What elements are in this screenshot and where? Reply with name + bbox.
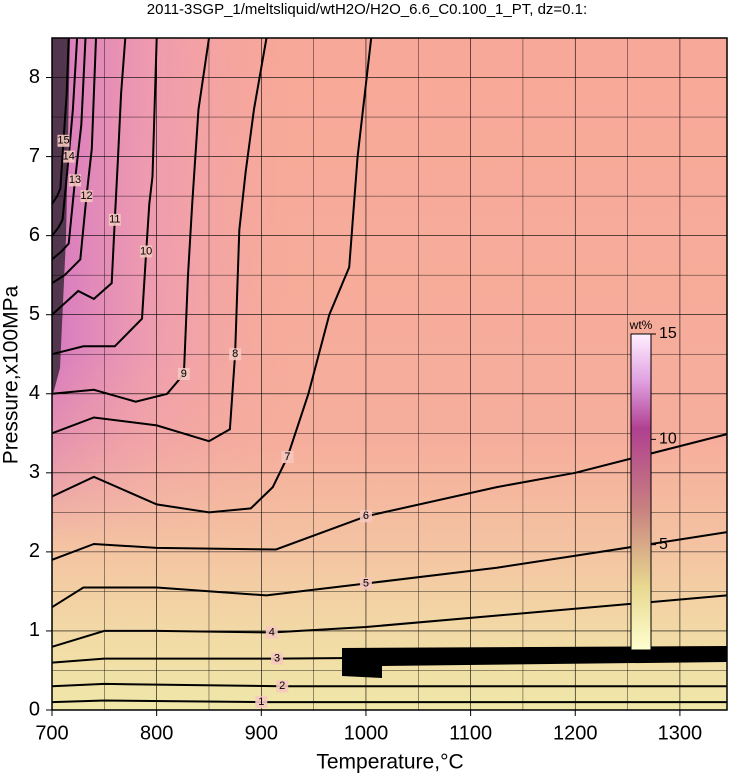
contour-line xyxy=(51,37,87,261)
x-tick-label: 1200 xyxy=(553,722,598,744)
y-tick-label: 3 xyxy=(29,461,40,483)
y-tick-label: 7 xyxy=(29,145,40,167)
contour-label-bg xyxy=(80,190,93,203)
dense-region xyxy=(342,646,727,678)
contour-line xyxy=(51,37,158,356)
contour-label: 10 xyxy=(140,245,152,257)
dense-region xyxy=(52,38,70,398)
colorbar-tick-label: 10 xyxy=(659,431,677,448)
contour-label-bg xyxy=(140,245,153,258)
y-tick-label: 0 xyxy=(29,698,40,720)
contour-line xyxy=(51,37,373,514)
contour-label-bg xyxy=(255,696,268,709)
contour-label: 4 xyxy=(269,626,275,638)
y-tick-label: 8 xyxy=(29,66,40,88)
contour-label-bg xyxy=(359,510,372,523)
contour-line xyxy=(51,37,97,284)
contour-line xyxy=(51,531,728,609)
x-axis-label: Temperature,°C xyxy=(316,751,463,774)
contour-line xyxy=(51,433,728,561)
contour-label-bg xyxy=(177,368,190,380)
contour-label: 13 xyxy=(69,174,81,186)
x-tick-label: 1000 xyxy=(344,722,389,744)
field-fill-left xyxy=(52,38,727,710)
contour-label-bg xyxy=(69,174,82,187)
colorbar-tick-label: 5 xyxy=(659,536,668,553)
contour-label-bg xyxy=(281,451,294,464)
contour-label: 11 xyxy=(109,214,120,226)
contour-line xyxy=(51,653,728,664)
contour-label: 8 xyxy=(232,348,238,360)
contour-label: 3 xyxy=(274,653,280,665)
x-tick-label: 1300 xyxy=(658,722,703,744)
plot-background xyxy=(52,38,727,710)
contour-label-bg xyxy=(62,150,75,163)
contour-line xyxy=(51,682,727,688)
contour-label-bg xyxy=(108,213,121,226)
colorbar-label: wt% xyxy=(629,318,653,332)
contour-label: 1 xyxy=(258,696,264,708)
contour-line xyxy=(51,37,79,237)
colorbar xyxy=(630,333,652,651)
contour-label: 15 xyxy=(57,135,69,147)
contour-label: 9 xyxy=(181,368,187,380)
contour-label-bg xyxy=(57,134,70,147)
contour-label-bg xyxy=(271,652,283,665)
y-axis-label: Pressure,x100MPa xyxy=(0,285,23,464)
x-tick-label: 800 xyxy=(140,722,173,744)
contour-line xyxy=(51,37,70,205)
x-tick-label: 700 xyxy=(35,722,68,744)
y-tick-label: 1 xyxy=(29,619,40,641)
colorbar-tick-label: 15 xyxy=(659,325,677,342)
contour-label-bg xyxy=(265,626,278,639)
x-tick-label: 1100 xyxy=(449,722,492,744)
y-tick-label: 2 xyxy=(29,540,40,562)
contour-label-bg xyxy=(276,680,289,693)
contour-line xyxy=(51,37,268,443)
contour-label: 7 xyxy=(284,451,290,463)
y-tick-label: 4 xyxy=(29,382,40,404)
contour-label: 5 xyxy=(363,577,369,589)
x-tick-label: 900 xyxy=(245,722,278,744)
contour-line xyxy=(51,37,127,316)
chart-title: 2011-3SGP_1/meltsliquid/wtH2O/H2O_6.6_C0… xyxy=(147,1,587,18)
contour-label: 12 xyxy=(80,190,92,202)
plot-frame xyxy=(51,37,728,711)
axes: 700 800 900 1000 1100 1200 1300012345678wt%510… xyxy=(29,37,728,744)
y-tick-label: 5 xyxy=(29,303,40,325)
contour-label: 14 xyxy=(63,150,75,162)
contour-label: 6 xyxy=(363,510,369,522)
contour-label-bg xyxy=(229,348,242,361)
contour-label-bg xyxy=(359,577,372,590)
contour-label: 2 xyxy=(279,680,285,692)
y-tick-label: 6 xyxy=(29,224,40,246)
